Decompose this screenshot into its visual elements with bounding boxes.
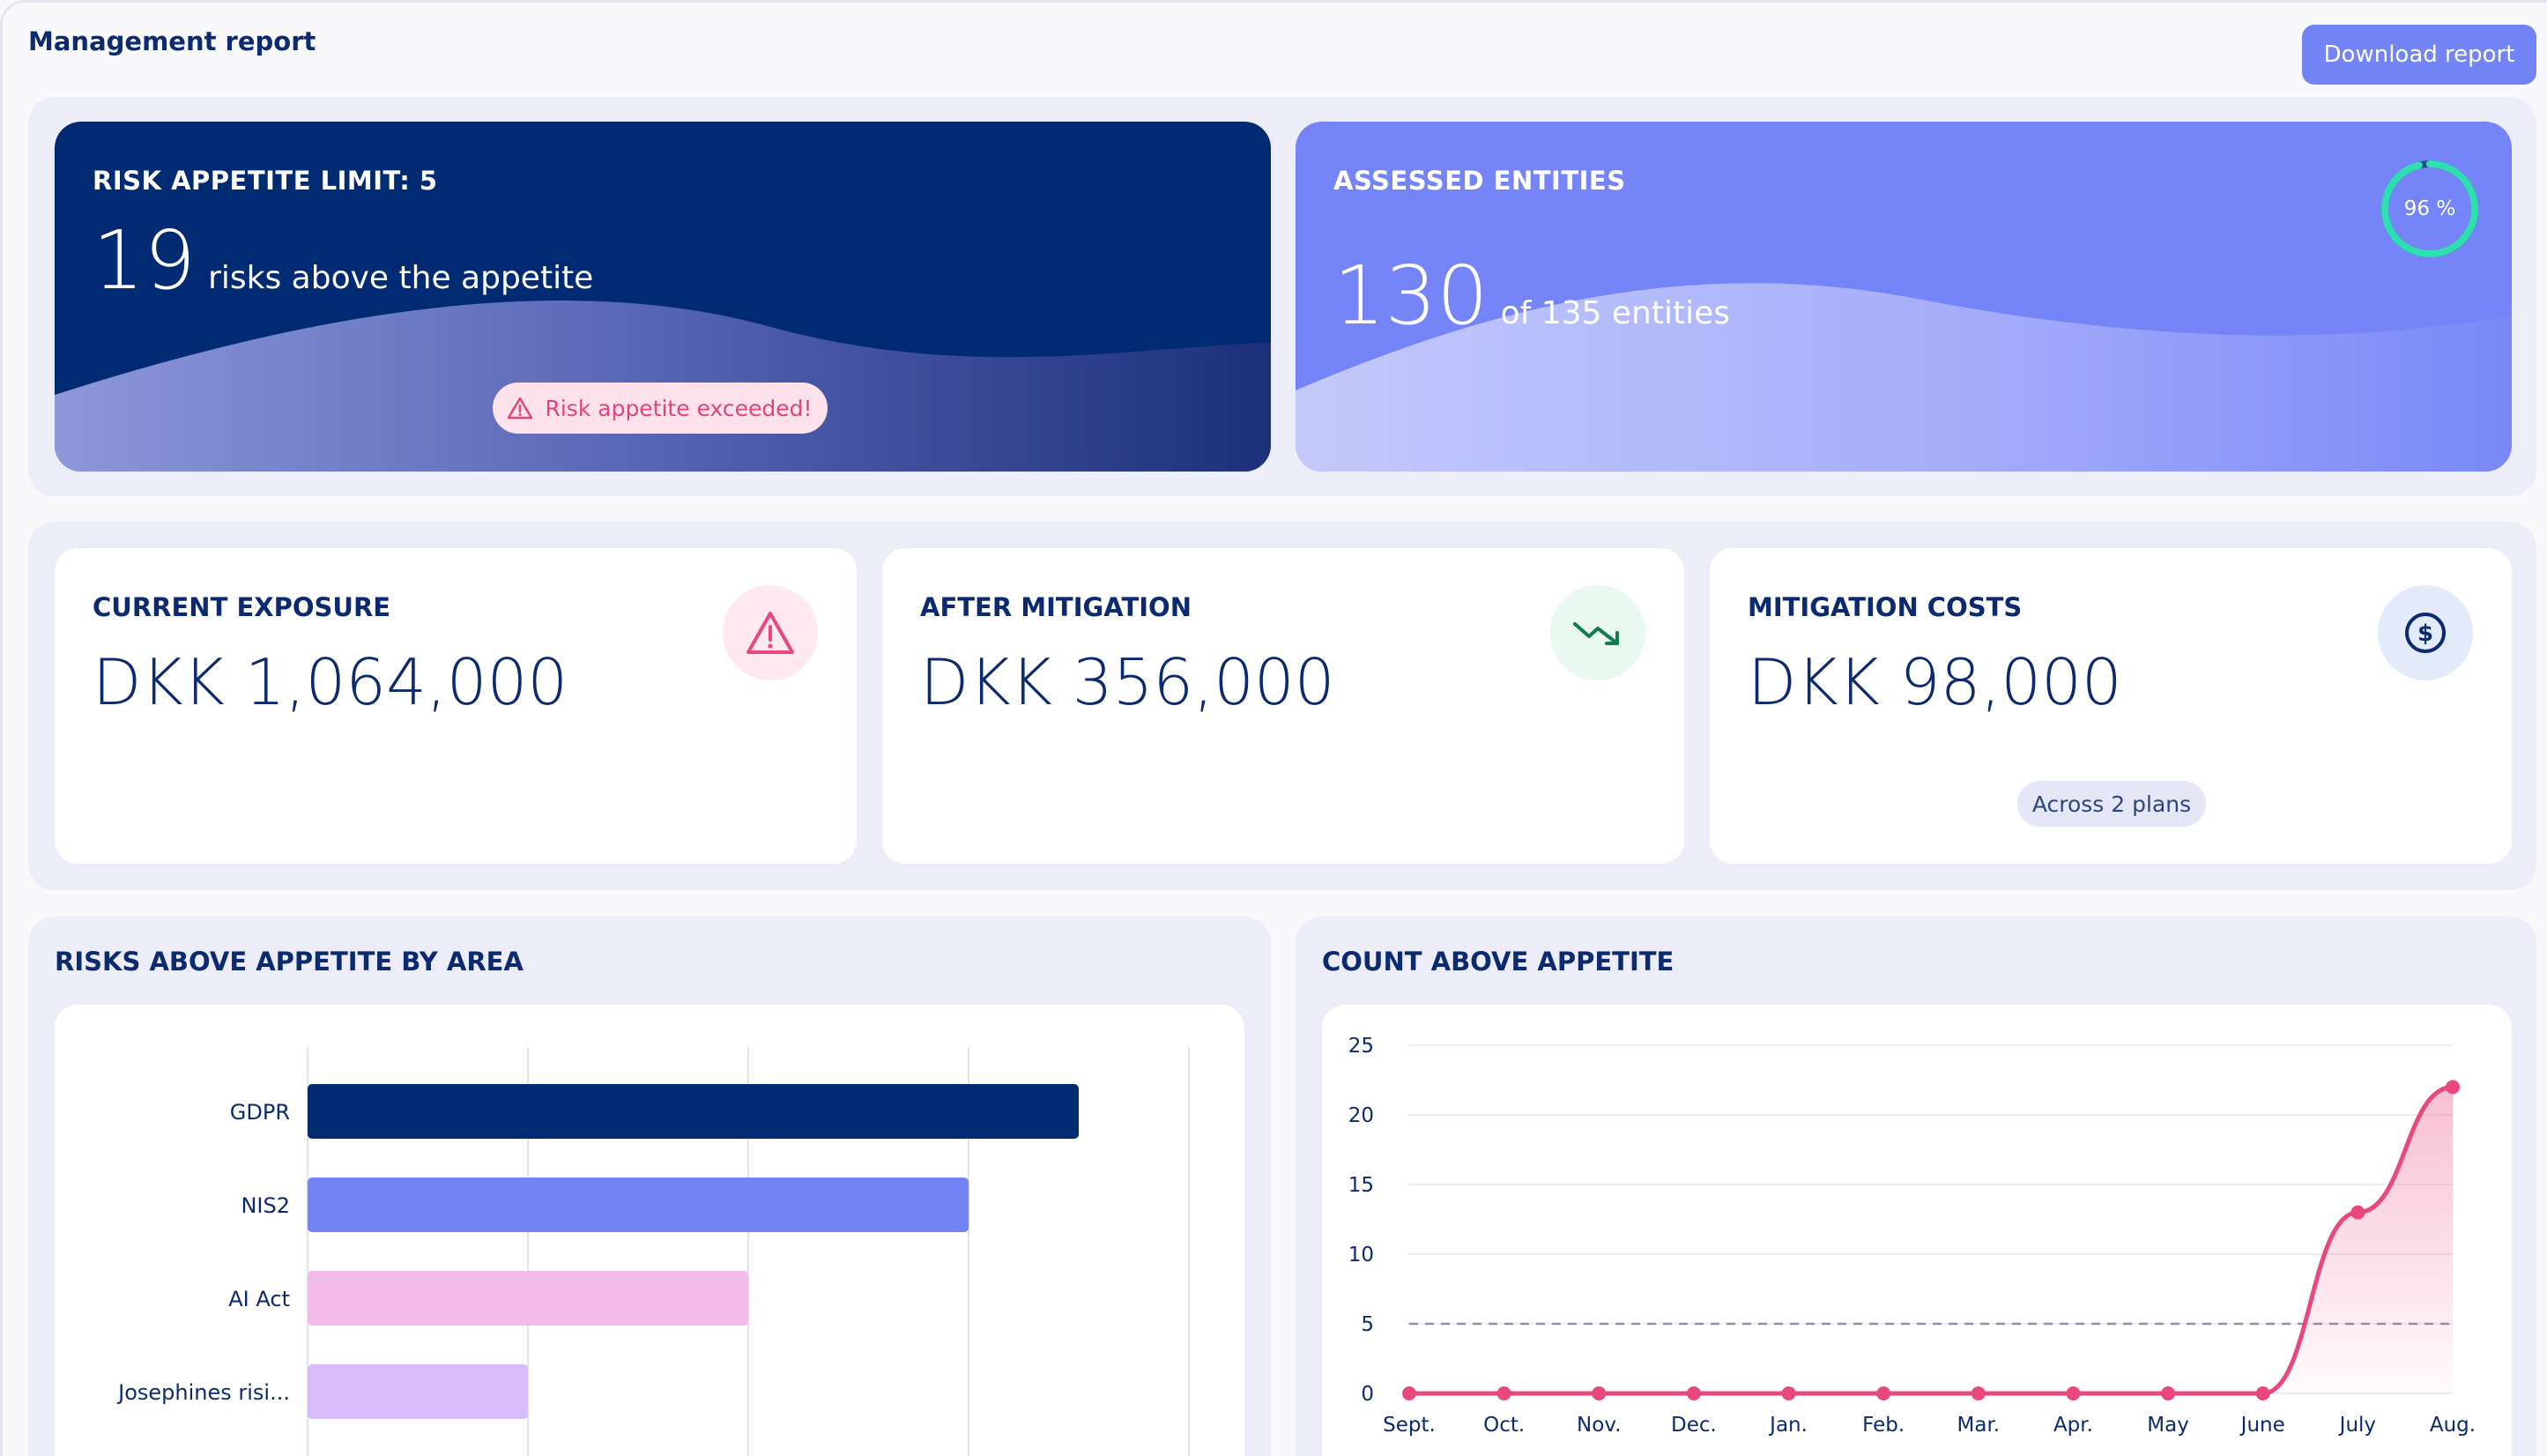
bar-chart: GDPR NIS2 AI Act Josephines risi... — [116, 1047, 1190, 1456]
kpi-label: CURRENT EXPOSURE — [93, 592, 391, 622]
y-tick-label: 15 — [1348, 1174, 1374, 1197]
dollar-icon: $ — [2378, 585, 2473, 680]
x-tick-label: June — [2239, 1414, 2285, 1437]
data-point — [1402, 1386, 1416, 1400]
data-point — [1592, 1386, 1607, 1400]
data-point — [1971, 1386, 1986, 1400]
y-tick-label: 10 — [1348, 1244, 1374, 1267]
progress-percent: 96 % — [2403, 197, 2456, 220]
assessed-count-subtitle: of 135 entities — [1500, 295, 1731, 331]
data-point — [2446, 1080, 2460, 1095]
risks-count-value: 19 — [93, 213, 197, 308]
kpi-value: DKK 1,064,000 — [93, 645, 568, 719]
y-tick-label: 25 — [1348, 1035, 1374, 1058]
data-point — [2255, 1386, 2270, 1400]
warning-icon — [508, 397, 533, 420]
bar-category-label: Josephines risi... — [116, 1380, 290, 1405]
data-point — [1781, 1386, 1796, 1400]
bar-category-label: AI Act — [228, 1287, 290, 1311]
entities-wave-graphic — [1296, 283, 2512, 472]
risk-exceeded-alert: Risk appetite exceeded! — [493, 383, 828, 434]
bar — [308, 1364, 528, 1419]
y-tick-label: 0 — [1361, 1383, 1374, 1406]
kpi-value: DKK 98,000 — [1748, 645, 2122, 719]
data-point — [2350, 1205, 2365, 1220]
kpi-label: MITIGATION COSTS — [1748, 592, 2023, 622]
assessed-entities-label: ASSESSED ENTITIES — [1333, 166, 1626, 196]
risk-appetite-label: RISK APPETITE LIMIT: 5 — [93, 166, 438, 196]
x-tick-label: Apr. — [2053, 1414, 2093, 1437]
bar-category-label: NIS2 — [241, 1193, 290, 1218]
alert-text: Risk appetite exceeded! — [545, 395, 813, 421]
kpi-value: DKK 356,000 — [920, 645, 1335, 719]
after-mitigation-card: AFTER MITIGATION DKK 356,000 — [882, 548, 1684, 864]
data-point — [1686, 1386, 1701, 1400]
warning-icon — [723, 585, 818, 680]
series-line — [1409, 1084, 2454, 1396]
x-tick-label: Sept. — [1383, 1414, 1436, 1437]
mitigation-costs-card: MITIGATION COSTS DKK 98,000 $ Across 2 p… — [1710, 548, 2512, 864]
x-tick-label: May — [2147, 1414, 2189, 1437]
assessed-count: 130 of 135 entities — [1333, 256, 1730, 337]
current-exposure-card: CURRENT EXPOSURE DKK 1,064,000 — [55, 548, 857, 864]
progress-ring: 96 % — [2378, 157, 2482, 261]
x-tick-label: Jan. — [1768, 1414, 1808, 1437]
assessed-entities-card: ASSESSED ENTITIES 130 of 135 entities 96 … — [1296, 122, 2512, 472]
risks-above-count: 19 risks above the appetite — [93, 220, 593, 301]
y-tick-label: 20 — [1348, 1104, 1374, 1127]
bar — [308, 1084, 1079, 1139]
line-chart-title: COUNT ABOVE APPETITE — [1322, 947, 1674, 977]
risk-appetite-card: RISK APPETITE LIMIT: 5 19 risks above the… — [55, 122, 1271, 472]
page-title: Management report — [28, 26, 316, 56]
line-area — [1409, 1087, 2453, 1393]
assessed-count-value: 130 — [1333, 249, 1489, 343]
line-chart-card: 0 5 10 15 20 25 Sept. Oct. Nov. Dec. Jan. Feb. Mar. A… — [1322, 1005, 2512, 1456]
kpi-label: AFTER MITIGATION — [920, 592, 1192, 622]
risks-count-subtitle: risks above the appetite — [208, 260, 594, 296]
x-tick-label: Nov. — [1577, 1414, 1621, 1437]
svg-text:$: $ — [2417, 620, 2433, 647]
download-report-button[interactable]: Download report — [2302, 25, 2536, 85]
x-tick-label: July — [2338, 1414, 2376, 1437]
data-point — [1876, 1386, 1891, 1400]
data-point — [1496, 1386, 1511, 1400]
bar-chart-title: RISKS ABOVE APPETITE BY AREA — [55, 947, 524, 977]
y-tick-label: 5 — [1361, 1313, 1374, 1336]
bar — [308, 1271, 748, 1326]
bar-chart-card: GDPR NIS2 AI Act Josephines risi... — [55, 1005, 1244, 1456]
trending-down-icon — [1550, 585, 1645, 680]
line-chart: 0 5 10 15 20 25 Sept. Oct. Nov. Dec. Jan. Feb. Mar. A… — [1348, 1035, 2476, 1437]
bar — [308, 1177, 969, 1232]
x-tick-label: Mar. — [1957, 1414, 2001, 1437]
data-point — [2066, 1386, 2081, 1400]
x-tick-label: Oct. — [1483, 1414, 1525, 1437]
plans-tag: Across 2 plans — [2017, 781, 2206, 827]
x-tick-label: Feb. — [1862, 1414, 1905, 1437]
x-tick-label: Dec. — [1671, 1414, 1717, 1437]
bar-category-label: GDPR — [230, 1100, 290, 1125]
x-tick-label: Aug. — [2430, 1414, 2476, 1437]
data-point — [2161, 1386, 2176, 1400]
